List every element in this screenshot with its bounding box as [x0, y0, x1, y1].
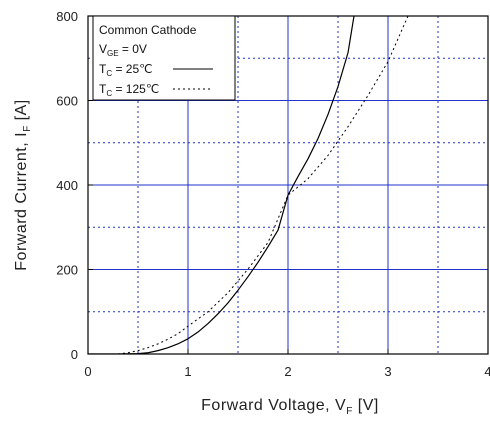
axis-ticks — [87, 15, 489, 355]
legend-entry-25c: TC = 25℃ — [99, 62, 153, 78]
legend: Common Cathode VGE = 0V TC = 25℃ TC = 12… — [92, 15, 236, 101]
y-tick-label: 0 — [71, 347, 78, 362]
x-tick-label: 3 — [384, 364, 391, 379]
y-tick-label: 400 — [56, 178, 78, 193]
x-axis-title: Forward Voltage, VF [V] — [201, 397, 379, 417]
series-layer — [88, 16, 409, 354]
legend-title: Common Cathode — [99, 23, 197, 37]
y-tick-label: 200 — [56, 263, 78, 278]
y-tick-label: 600 — [56, 94, 78, 109]
x-tick-label: 4 — [484, 364, 490, 379]
x-tick-label: 2 — [284, 364, 291, 379]
legend-condition: VGE = 0V — [99, 42, 147, 58]
y-axis-title: Forward Current, IF [A] — [13, 99, 33, 270]
legend-box — [92, 15, 236, 101]
series-line-25c — [88, 16, 355, 354]
y-tick-label: 800 — [56, 9, 78, 24]
x-tick-label: 1 — [184, 364, 191, 379]
series-line-125c — [88, 16, 409, 354]
legend-entry-125c: TC = 125℃ — [99, 82, 159, 98]
x-tick-label: 0 — [84, 364, 91, 379]
tick-labels: 0 1 2 3 4 0 200 400 600 800 — [56, 9, 490, 379]
